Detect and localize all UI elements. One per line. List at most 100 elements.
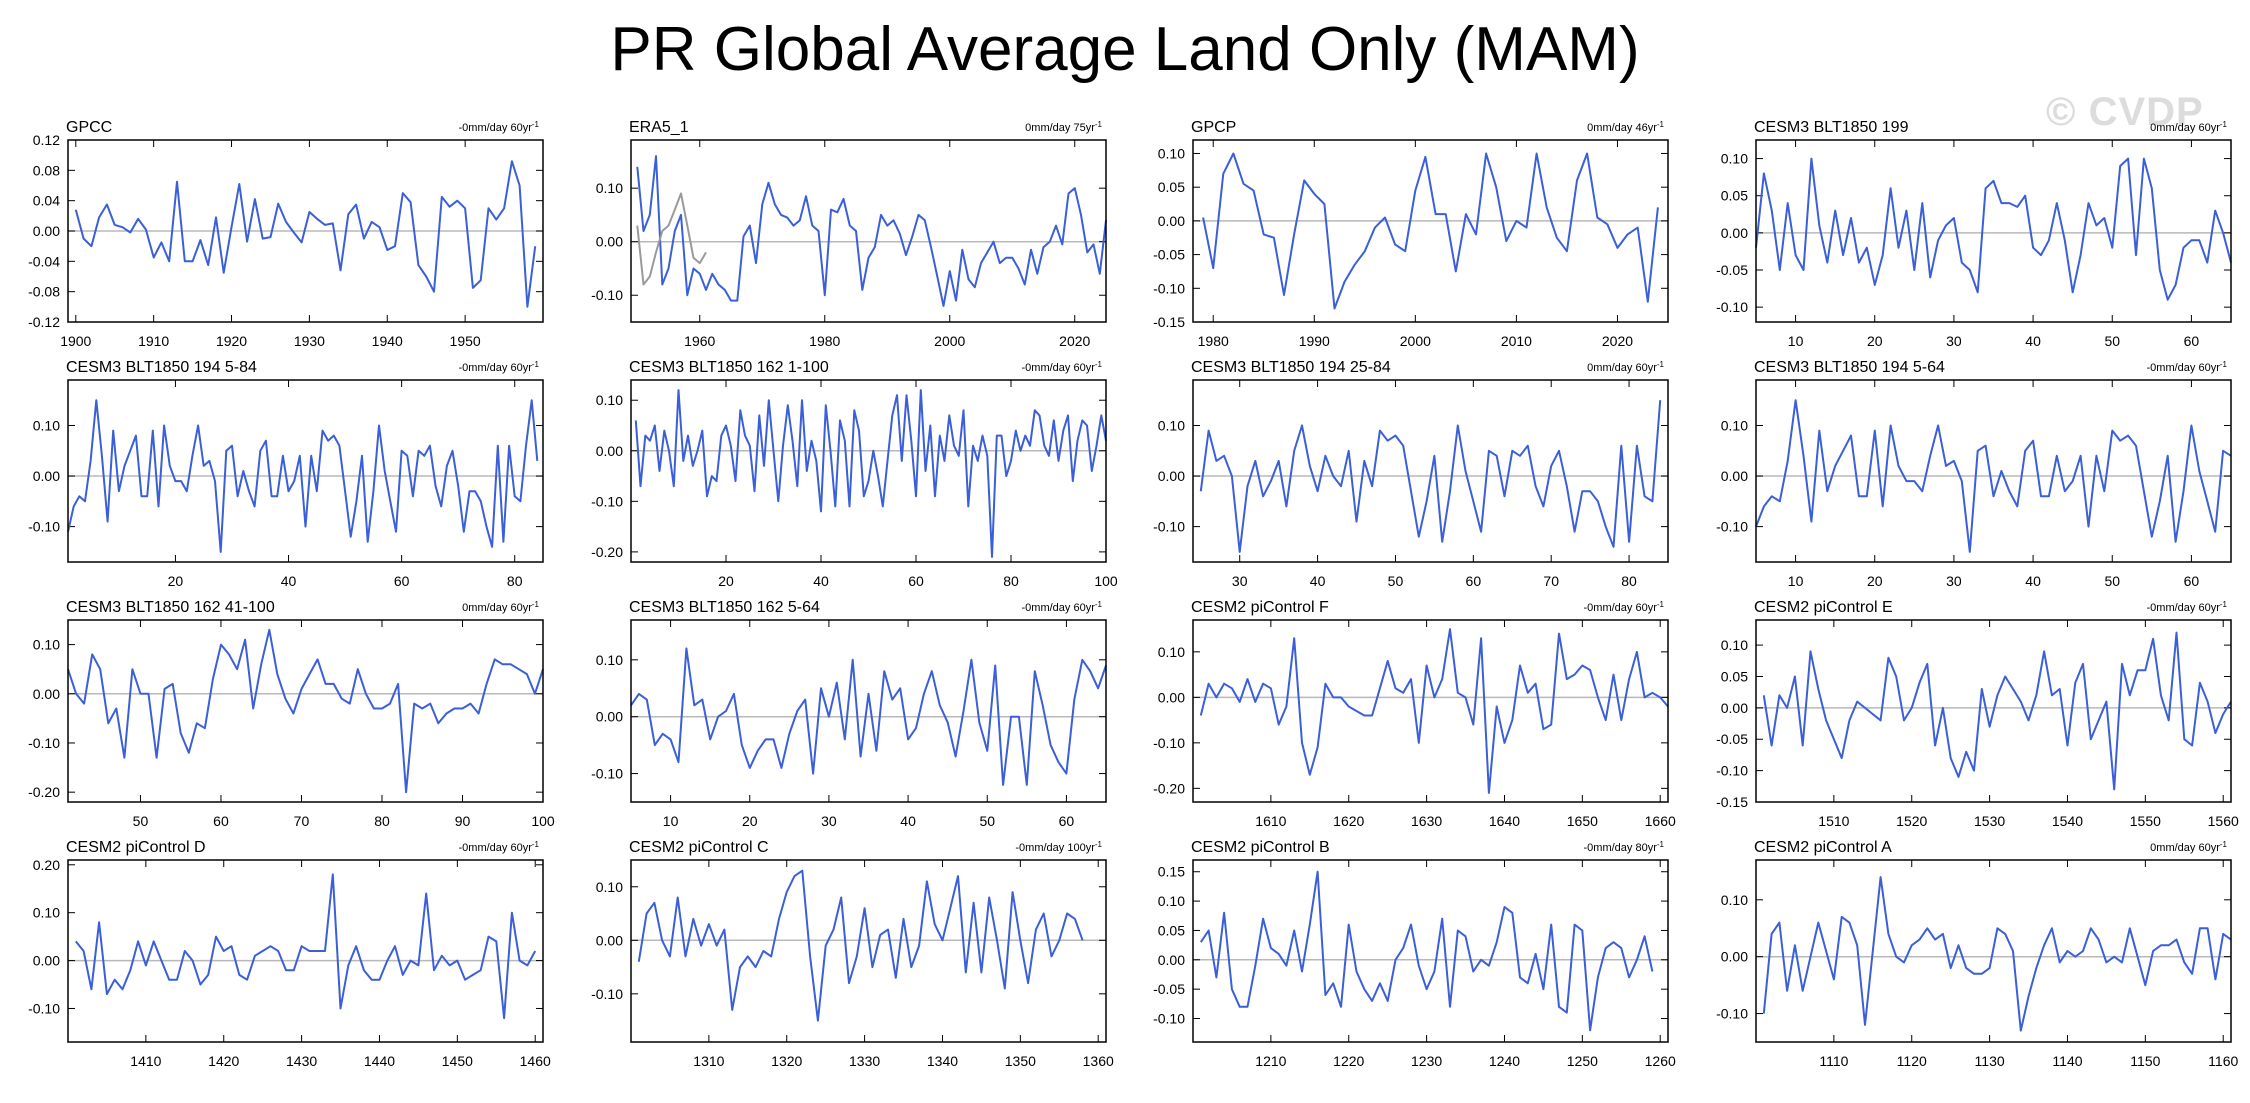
series-line: [637, 869, 1084, 1022]
y-tick-label: 0.10: [33, 637, 60, 653]
x-tick-label: 1150: [2130, 1053, 2160, 1069]
x-tick-label: 2020: [1059, 333, 1090, 349]
x-tick-label: 50: [1388, 573, 1404, 589]
chart-panel-11: CESM2 piControl F -0mm/day 60yr-1 0.10 0.00…: [1153, 599, 1676, 829]
x-tick-label: 60: [2184, 573, 2200, 589]
plot-frame: [67, 379, 544, 563]
y-tick-label: 0.00: [596, 932, 623, 948]
chart-title: CESM2 piControl E: [1754, 599, 1893, 616]
x-tick-label: 1350: [1005, 1053, 1036, 1069]
chart-panel-6: CESM3 BLT1850 162 1-100 -0mm/day 60yr-1 0.…: [591, 359, 1118, 589]
x-tick-label: 1960: [684, 333, 715, 349]
trend-label: -0mm/day 60yr-1: [2147, 360, 2228, 374]
y-tick-label: 0.10: [1158, 418, 1185, 434]
plot-frame: [1755, 139, 2232, 323]
x-tick-label: 1920: [216, 333, 247, 349]
x-tick-label: 10: [663, 813, 679, 829]
x-tick-label: 1540: [2052, 813, 2083, 829]
x-tick-label: 1250: [1567, 1053, 1598, 1069]
chart-panel-8: CESM3 BLT1850 194 5-64 -0mm/day 60yr-1 0.1…: [1716, 359, 2232, 589]
y-tick-label: -0.10: [591, 986, 623, 1002]
chart-panel-10: CESM3 BLT1850 162 5-64 -0mm/day 60yr-1 0.1…: [591, 599, 1107, 829]
cvdp-watermark: © CVDP: [2046, 90, 2204, 134]
series-line: [630, 647, 1107, 786]
chart-title: CESM3 BLT1850 162 41-100: [66, 599, 275, 616]
x-tick-label: 1110: [1819, 1053, 1848, 1069]
y-tick-label: 0.12: [33, 132, 60, 148]
chart-title: CESM2 piControl B: [1191, 839, 1330, 856]
x-tick-label: 80: [507, 573, 523, 589]
y-tick-label: 0.05: [1158, 179, 1185, 195]
x-tick-label: 30: [1946, 333, 1962, 349]
x-tick-label: 30: [1946, 573, 1962, 589]
y-tick-label: 0.00: [1158, 952, 1185, 968]
x-tick-label: 40: [2025, 333, 2041, 349]
chart-title: GPCC: [66, 119, 112, 136]
x-tick-label: 1120: [1897, 1053, 1927, 1069]
y-tick-label: -0.10: [1153, 1011, 1185, 1027]
y-tick-label: -0.05: [1716, 262, 1748, 278]
chart-title: CESM2 piControl D: [66, 839, 206, 856]
x-tick-label: 80: [374, 813, 390, 829]
x-tick-label: 1310: [693, 1053, 724, 1069]
x-tick-label: 1420: [208, 1053, 239, 1069]
y-tick-label: -0.10: [1716, 763, 1748, 779]
x-tick-label: 40: [900, 813, 916, 829]
y-tick-label: -0.05: [1153, 981, 1185, 997]
chart-panel-5: CESM3 BLT1850 194 5-84 -0mm/day 60yr-1 0.1…: [28, 359, 544, 589]
x-tick-label: 1520: [1896, 813, 1927, 829]
chart-panel-15: CESM2 piControl B -0mm/day 80yr-1 0.15 0.10…: [1153, 839, 1676, 1069]
chart-title: CESM3 BLT1850 194 5-84: [66, 359, 257, 376]
series-line: [1762, 876, 2232, 1032]
x-tick-label: 1930: [294, 333, 325, 349]
plot-frame: [630, 379, 1107, 563]
y-tick-label: -0.20: [28, 784, 60, 800]
trend-label: -0mm/day 80yr-1: [1584, 840, 1665, 854]
y-tick-label: 0.04: [33, 193, 60, 209]
x-tick-label: 60: [908, 573, 924, 589]
y-tick-label: 0.10: [1721, 637, 1748, 653]
y-tick-label: 0.00: [1721, 468, 1748, 484]
plot-frame: [1192, 379, 1669, 563]
x-tick-label: 20: [1867, 573, 1883, 589]
series-line: [1199, 628, 1669, 794]
chart-title: CESM2 piControl C: [629, 839, 769, 856]
plot-frame: [67, 139, 544, 323]
y-tick-label: -0.10: [1716, 1006, 1748, 1022]
y-tick-label: -0.15: [1716, 794, 1748, 810]
y-tick-label: -0.05: [1716, 731, 1748, 747]
x-tick-label: 70: [1543, 573, 1559, 589]
x-tick-label: 2010: [1501, 333, 1532, 349]
chart-title: CESM3 BLT1850 194 5-64: [1754, 359, 1945, 376]
x-tick-label: 60: [213, 813, 229, 829]
x-tick-label: 1450: [442, 1053, 473, 1069]
x-tick-label: 20: [718, 573, 734, 589]
plot-frame: [1755, 379, 2232, 563]
x-tick-label: 10: [1788, 333, 1804, 349]
y-tick-label: 0.05: [1721, 188, 1748, 204]
chart-panel-3: GPCP 0mm/day 46yr-1 0.10 0.05 0.00 -0.05 -0.10…: [1153, 119, 1669, 349]
y-tick-label: 0.10: [596, 180, 623, 196]
x-tick-label: 1410: [130, 1053, 161, 1069]
trend-label: 0mm/day 60yr-1: [462, 600, 539, 614]
chart-title: CESM3 BLT1850 199: [1754, 119, 1909, 136]
x-tick-label: 1650: [1567, 813, 1598, 829]
x-tick-label: 20: [168, 573, 184, 589]
y-tick-label: -0.10: [1153, 735, 1185, 751]
trend-label: 0mm/day 60yr-1: [1587, 360, 1664, 374]
chart-panel-4: CESM3 BLT1850 199 0mm/day 60yr-1 0.10 0.05 0…: [1716, 119, 2232, 349]
y-tick-label: 0.10: [33, 905, 60, 921]
x-tick-label: 1660: [1645, 813, 1676, 829]
x-tick-label: 1330: [849, 1053, 880, 1069]
trend-label: -0mm/day 60yr-1: [459, 360, 540, 374]
x-tick-label: 1130: [1975, 1053, 2005, 1069]
y-tick-label: -0.10: [1716, 519, 1748, 535]
plot-frame: [1192, 139, 1669, 323]
trend-label: 0mm/day 46yr-1: [1587, 120, 1664, 134]
x-tick-label: 1260: [1645, 1053, 1676, 1069]
y-tick-label: 0.20: [33, 857, 60, 873]
x-tick-label: 1610: [1255, 813, 1286, 829]
x-tick-label: 70: [294, 813, 310, 829]
x-tick-label: 1950: [450, 333, 481, 349]
